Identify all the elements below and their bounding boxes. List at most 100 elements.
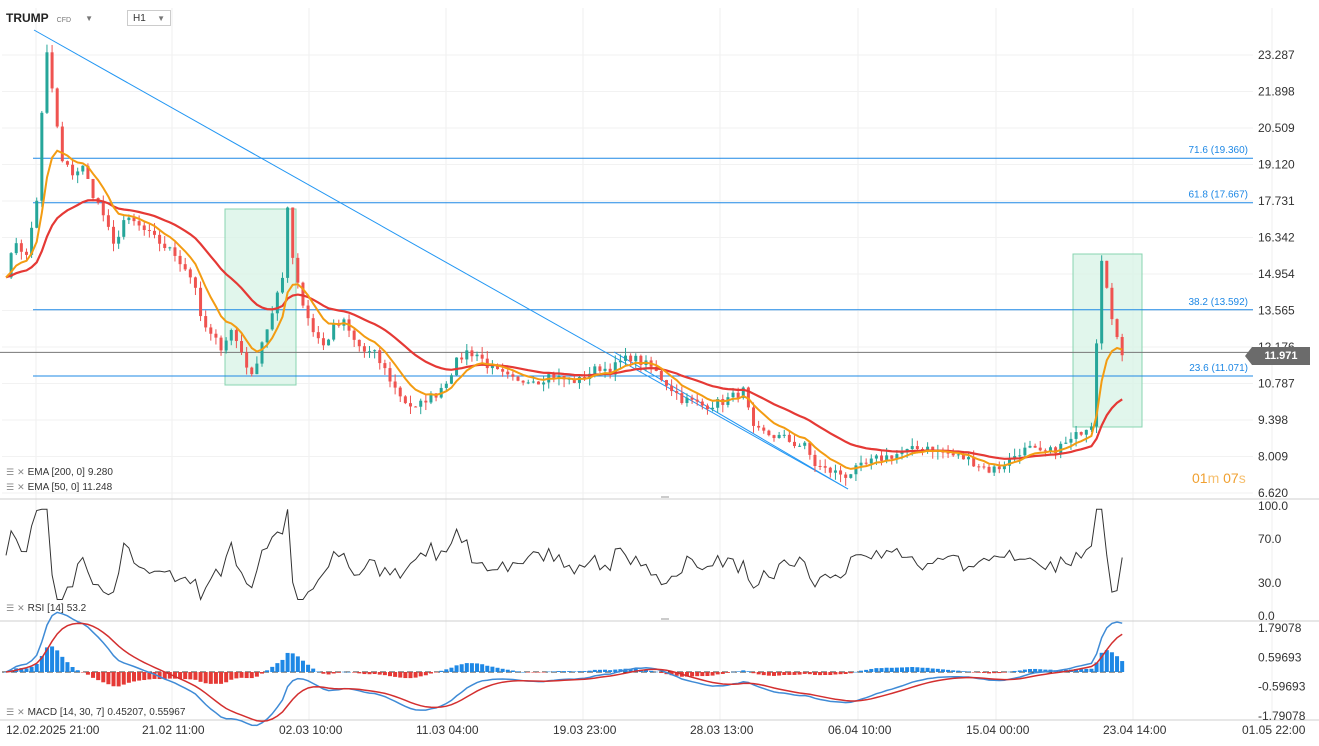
macd-value-2: 0.55967 xyxy=(149,707,186,718)
macd-hist-89 xyxy=(459,664,464,672)
macd-hist-22 xyxy=(116,672,121,687)
macd-value-1: 0.45207, xyxy=(107,707,147,718)
candle-body-208 xyxy=(1069,438,1073,443)
macd-hist-135 xyxy=(695,672,700,677)
candle-body-211 xyxy=(1084,429,1088,435)
candle-body-47 xyxy=(245,352,249,368)
candle-body-3 xyxy=(19,243,23,252)
close-icon[interactable]: ✕ xyxy=(17,467,25,477)
macd-hist-146 xyxy=(751,672,756,674)
macd-hist-161 xyxy=(828,672,833,676)
candle-body-213 xyxy=(1095,343,1099,427)
candle-body-80 xyxy=(414,406,418,408)
countdown-sec: 07 xyxy=(1223,470,1239,486)
macd-hist-58 xyxy=(300,660,305,672)
fib-label-1: 61.8 (17.667) xyxy=(1189,190,1249,201)
macd-hist-196 xyxy=(1007,671,1012,673)
symbol-label[interactable]: TRUMP xyxy=(6,11,49,25)
y-tick-7: 13.565 xyxy=(1258,303,1295,317)
macd-hist-36 xyxy=(188,672,193,680)
candle-body-2 xyxy=(14,243,18,254)
candle-body-189 xyxy=(972,457,976,467)
macd-tick-0: 1.79078 xyxy=(1258,621,1302,635)
axes: 23.287 21.898 20.509 19.120 17.731 16.342 14.9… xyxy=(6,48,1306,737)
close-icon[interactable]: ✕ xyxy=(17,603,25,613)
y-tick-12: 6.620 xyxy=(1258,486,1288,500)
macd-hist-218 xyxy=(1120,661,1125,672)
close-icon[interactable]: ✕ xyxy=(17,482,25,492)
macd-hist-182 xyxy=(935,668,940,672)
candle-body-133 xyxy=(685,397,689,404)
macd-hist-28 xyxy=(147,672,152,680)
candle-body-101 xyxy=(521,380,525,383)
candle-body-142 xyxy=(731,392,735,398)
candle-body-79 xyxy=(408,403,412,407)
macd-hist-179 xyxy=(920,667,925,672)
symbol-dropdown-icon[interactable]: ▼ xyxy=(85,13,93,23)
candle-body-15 xyxy=(81,165,85,172)
candle-body-131 xyxy=(675,391,679,394)
candle-body-200 xyxy=(1028,445,1032,448)
legend-ema50[interactable]: ☰ ✕ EMA [50, 0] 11.248 xyxy=(6,482,112,493)
candle-body-34 xyxy=(178,255,182,265)
macd-hist-86 xyxy=(444,669,449,672)
candle-body-9 xyxy=(50,52,54,89)
settings-icon[interactable]: ☰ xyxy=(6,603,15,613)
macd-hist-17 xyxy=(91,672,96,678)
candle-body-86 xyxy=(444,383,448,388)
candle-body-209 xyxy=(1074,432,1078,439)
candle-body-145 xyxy=(746,387,750,408)
macd-hist-48 xyxy=(249,672,254,679)
close-icon[interactable]: ✕ xyxy=(17,707,25,717)
settings-icon[interactable]: ☰ xyxy=(6,707,15,717)
ema50-value: 11.248 xyxy=(82,482,113,493)
macd-hist-33 xyxy=(172,672,177,679)
candle-body-203 xyxy=(1043,450,1047,452)
candle-body-199 xyxy=(1023,447,1027,456)
settings-icon[interactable]: ☰ xyxy=(6,482,15,492)
x-tick-2: 02.03 10:00 xyxy=(279,723,343,737)
candle-body-139 xyxy=(716,399,720,408)
current-price-value: 11.971 xyxy=(1264,350,1298,362)
y-tick-2: 20.509 xyxy=(1258,121,1295,135)
candle-body-53 xyxy=(275,292,279,314)
candle-body-49 xyxy=(255,363,259,375)
macd-hist-68 xyxy=(352,672,357,673)
x-tick-7: 15.04 00:00 xyxy=(966,723,1030,737)
candle-body-160 xyxy=(823,466,827,468)
candle-body-7 xyxy=(40,112,44,201)
candle-body-120 xyxy=(618,360,622,363)
candle-body-75 xyxy=(388,368,392,382)
macd-hist-29 xyxy=(152,672,157,679)
macd-hist-19 xyxy=(101,672,106,683)
macd-hist-165 xyxy=(848,672,853,674)
candle-body-218 xyxy=(1120,337,1124,356)
macd-tick-1: 0.59693 xyxy=(1258,650,1302,664)
timeframe-select[interactable]: H1 ▼ xyxy=(126,10,171,26)
candle-body-87 xyxy=(449,375,453,384)
candle-body-54 xyxy=(280,277,284,293)
macd-hist-53 xyxy=(275,663,280,672)
candle-body-155 xyxy=(798,445,802,447)
macd-hist-21 xyxy=(111,672,116,687)
legend-macd[interactable]: ☰ ✕ MACD [14, 30, 7] 0.45207, 0.55967 xyxy=(6,707,185,718)
macd-hist-168 xyxy=(864,669,869,672)
macd-hist-31 xyxy=(162,672,167,680)
macd-hist-41 xyxy=(213,672,218,684)
candle-body-96 xyxy=(496,364,500,370)
legend-ema200[interactable]: ☰ ✕ EMA [200, 0] 9.280 xyxy=(6,467,113,478)
candle-body-46 xyxy=(240,341,244,353)
macd-hist-20 xyxy=(106,672,111,685)
settings-icon[interactable]: ☰ xyxy=(6,467,15,477)
candle-body-150 xyxy=(772,435,776,439)
legend-rsi[interactable]: ☰ ✕ RSI [14] 53.2 xyxy=(6,603,86,614)
macd-hist-66 xyxy=(341,671,346,673)
macd-hist-52 xyxy=(270,666,275,672)
candle-body-114 xyxy=(588,373,592,380)
macd-hist-55 xyxy=(285,652,290,672)
macd-hist-202 xyxy=(1038,669,1043,672)
macd-hist-74 xyxy=(382,672,387,676)
candle-body-202 xyxy=(1038,447,1042,451)
